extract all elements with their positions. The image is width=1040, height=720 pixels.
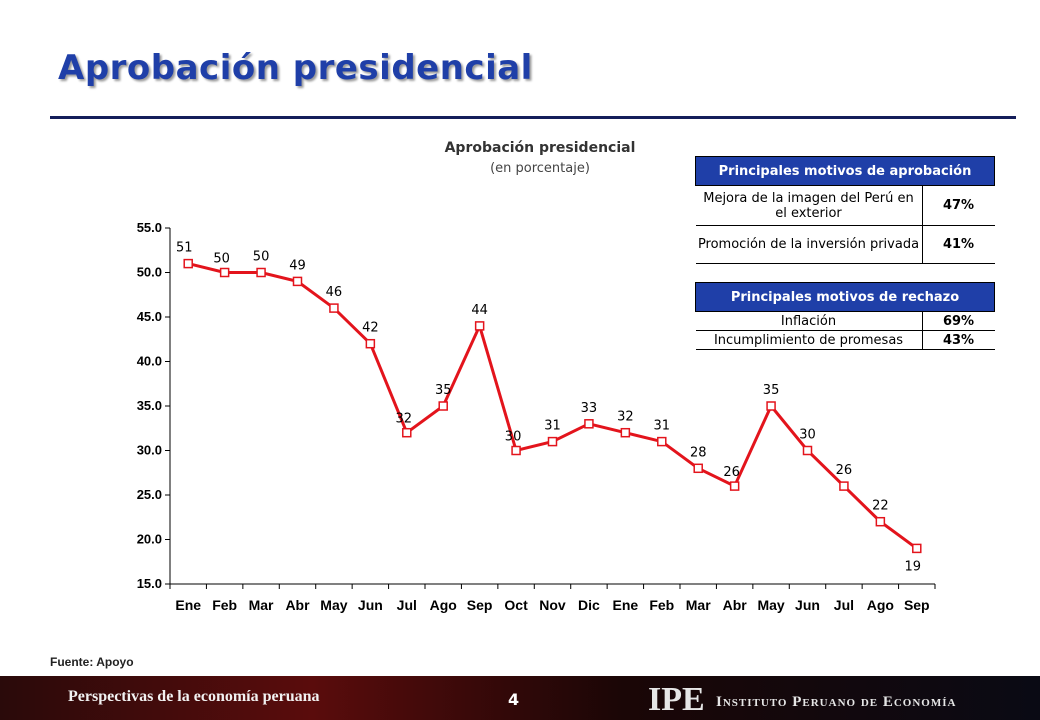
y-tick-label: 15.0	[137, 576, 162, 591]
data-point	[875, 516, 886, 527]
data-label: 33	[581, 401, 598, 416]
x-tick-label: Feb	[649, 597, 674, 613]
reason-label: Promoción de la inversión privada	[695, 225, 923, 264]
x-tick-label: Jul	[834, 597, 854, 613]
approval-reasons-table: Principales motivos de aprobación Mejora…	[695, 156, 995, 264]
data-label: 22	[872, 499, 889, 514]
reason-percent: 69%	[922, 311, 995, 331]
ipe-logo: IPE	[648, 681, 705, 718]
page-title: Aprobación presidencial	[58, 48, 533, 88]
data-point	[365, 338, 376, 349]
data-point	[766, 401, 776, 411]
footer-text: Perspectivas de la economía peruana	[68, 688, 320, 705]
x-tick-label: Mar	[686, 597, 711, 613]
x-tick-label: Abr	[723, 597, 748, 613]
x-tick-label: Sep	[904, 597, 930, 613]
data-point	[183, 258, 193, 269]
x-tick-label: Mar	[249, 597, 274, 613]
data-point	[219, 267, 230, 278]
data-label: 49	[289, 258, 306, 273]
data-point	[329, 303, 339, 313]
data-label: 28	[690, 445, 707, 460]
y-tick-label: 55.0	[137, 220, 162, 235]
page-number: 4	[508, 690, 520, 709]
x-tick-label: Sep	[467, 597, 493, 613]
x-tick-label: Ago	[430, 597, 457, 613]
data-label: 26	[723, 465, 740, 480]
source-note: Fuente: Apoyo	[50, 655, 134, 669]
x-tick-label: May	[320, 597, 347, 613]
data-label: 44	[471, 303, 488, 318]
data-point	[438, 401, 448, 411]
rejection-reasons-table: Principales motivos de rechazo Inflación…	[695, 282, 995, 350]
x-tick-label: Oct	[504, 597, 528, 613]
x-tick-label: Jun	[795, 597, 820, 613]
data-label: 31	[654, 419, 671, 434]
reason-label: Inflación	[695, 311, 923, 331]
data-label: 26	[836, 463, 853, 478]
x-tick-label: Ene	[613, 597, 639, 613]
data-label: 50	[253, 250, 270, 265]
reason-label: Mejora de la imagen del Perú en el exter…	[695, 185, 923, 226]
y-tick-label: 30.0	[137, 443, 162, 458]
data-point	[693, 463, 703, 474]
data-label: 35	[435, 383, 452, 398]
y-tick-label: 50.0	[137, 265, 162, 280]
x-tick-label: Ene	[175, 597, 201, 613]
data-point	[256, 267, 266, 278]
data-point	[657, 436, 667, 447]
data-label: 32	[617, 410, 634, 425]
data-point	[839, 481, 849, 491]
x-tick-label: Jul	[397, 597, 417, 613]
data-point	[584, 419, 594, 429]
data-point	[729, 481, 740, 491]
y-tick-label: 35.0	[137, 398, 162, 413]
y-tick-label: 40.0	[137, 354, 162, 369]
reason-percent: 47%	[922, 185, 995, 226]
data-label: 32	[396, 412, 413, 427]
x-tick-label: Feb	[212, 597, 237, 613]
data-label: 50	[213, 252, 230, 267]
data-label: 35	[763, 383, 780, 398]
data-point	[620, 427, 631, 438]
data-point	[912, 543, 922, 554]
reason-label: Incumplimiento de promesas	[695, 330, 923, 350]
reason-percent: 41%	[922, 225, 995, 264]
approval-reasons-header: Principales motivos de aprobación	[695, 156, 995, 186]
chart-subtitle: (en porcentaje)	[490, 161, 590, 176]
reason-percent: 43%	[922, 330, 995, 350]
data-label: 31	[544, 419, 561, 434]
data-label: 51	[176, 241, 193, 256]
table-row: Promoción de la inversión privada 41%	[695, 225, 995, 264]
table-row: Incumplimiento de promesas 43%	[695, 330, 995, 350]
x-tick-label: Abr	[285, 597, 310, 613]
data-point	[292, 276, 303, 287]
chart-title: Aprobación presidencial	[444, 140, 636, 156]
x-tick-label: Dic	[578, 597, 600, 613]
rejection-reasons-header: Principales motivos de rechazo	[695, 282, 995, 312]
x-tick-label: Ago	[867, 597, 894, 613]
data-label: 46	[326, 285, 343, 300]
approval-line-chart: 15.0 20.0 25.0 30.0 35.0 40.0 45.0 50.0 55.0 Ene F…	[137, 220, 936, 613]
x-tick-label: Nov	[539, 597, 566, 613]
data-label: 19	[905, 559, 922, 574]
data-point	[547, 436, 558, 447]
data-label: 42	[362, 321, 379, 336]
data-label: 30	[505, 430, 522, 445]
data-label: 30	[799, 428, 816, 443]
x-tick-label: Jun	[358, 597, 383, 613]
table-row: Mejora de la imagen del Perú en el exter…	[695, 185, 995, 226]
x-tick-label: May	[757, 597, 784, 613]
data-point	[402, 427, 412, 438]
table-row: Inflación 69%	[695, 311, 995, 331]
y-tick-label: 45.0	[137, 309, 162, 324]
y-tick-label: 20.0	[137, 532, 162, 547]
data-point	[802, 445, 813, 456]
institution-name: Instituto Peruano de Economía	[716, 694, 957, 710]
y-tick-label: 25.0	[137, 487, 162, 502]
data-point	[511, 445, 521, 456]
data-point	[474, 321, 485, 331]
footer-bar	[0, 676, 1040, 720]
title-divider	[50, 116, 1016, 119]
